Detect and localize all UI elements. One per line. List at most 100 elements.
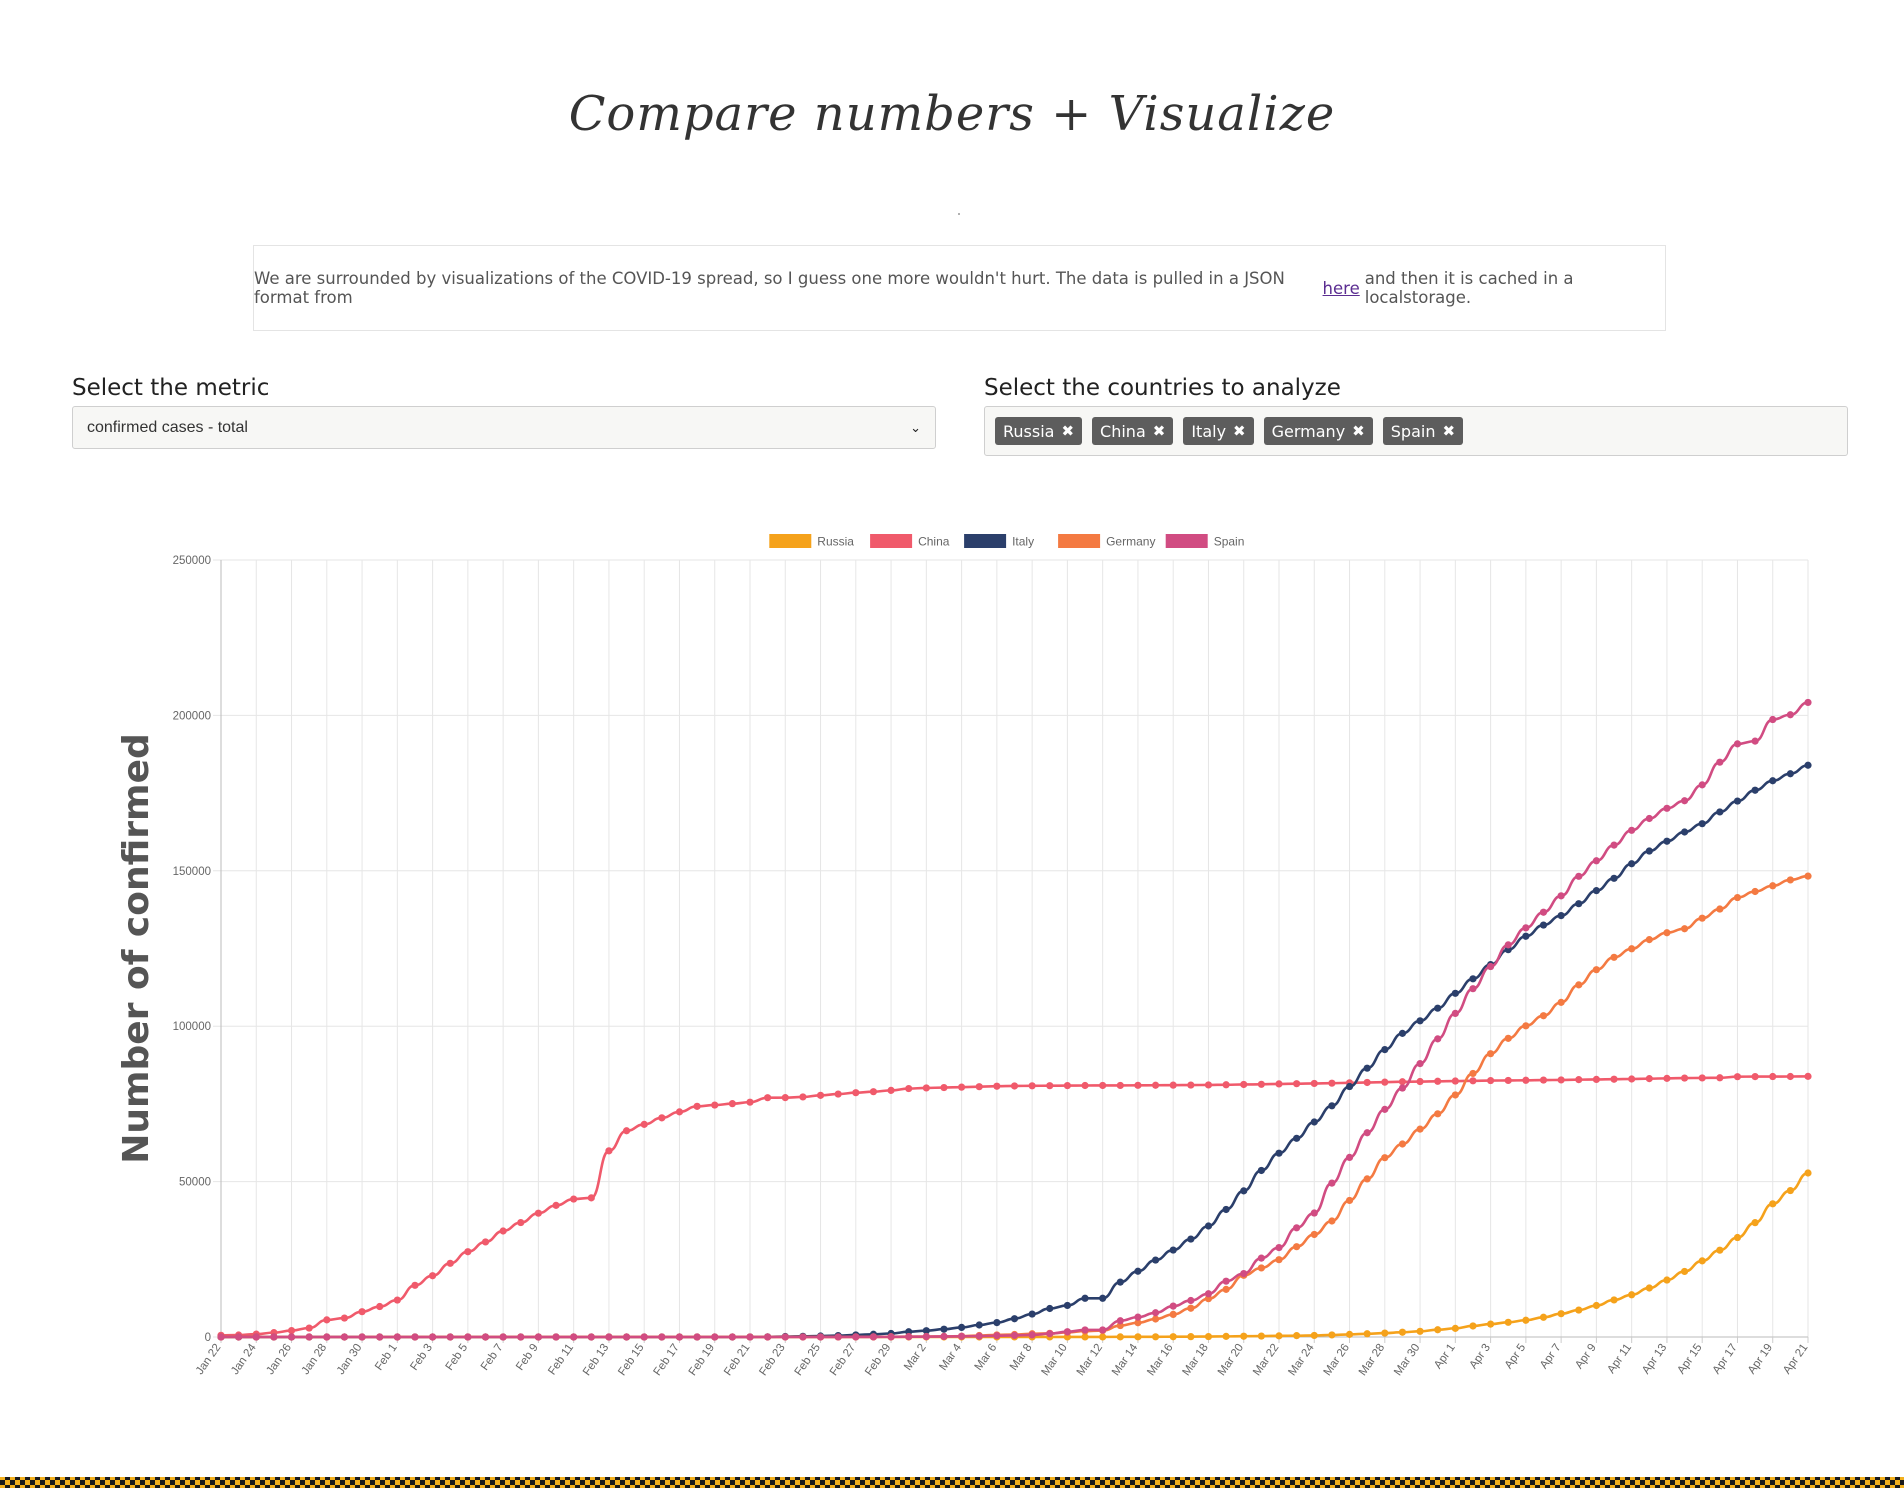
- x-tick-label: Apr 11: [1605, 1342, 1634, 1376]
- x-tick-label: Mar 26: [1322, 1342, 1352, 1378]
- series-line-spain: [221, 701, 1809, 1339]
- x-tick-label: Mar 6: [973, 1342, 1000, 1373]
- data-point-russia: [1539, 1313, 1548, 1321]
- data-point-spain: [975, 1332, 983, 1340]
- data-point-china: [1663, 1074, 1671, 1082]
- data-point-china: [799, 1093, 807, 1101]
- countries-multiselect[interactable]: Russia ✖ China ✖ Italy ✖ Germany ✖ Spain ✖: [984, 406, 1848, 456]
- remove-icon[interactable]: ✖: [1233, 422, 1246, 440]
- country-tag-russia[interactable]: Russia ✖: [995, 417, 1083, 445]
- data-point-spain: [1804, 698, 1812, 707]
- data-point-china: [1310, 1079, 1318, 1088]
- x-tick-label: Mar 28: [1357, 1342, 1387, 1378]
- legend-swatch-italy: [964, 534, 1007, 548]
- data-point-spain: [1028, 1331, 1036, 1339]
- y-axis-title: Number of confirmed: [116, 733, 157, 1164]
- data-point-russia: [1804, 1169, 1812, 1177]
- country-tag-germany[interactable]: Germany ✖: [1263, 417, 1373, 445]
- data-point-spain: [1187, 1296, 1195, 1305]
- data-point-china: [887, 1086, 895, 1094]
- metric-label: Select the metric: [72, 375, 270, 401]
- data-point-china: [1257, 1080, 1265, 1088]
- metric-select[interactable]: confirmed cases - total ⌄: [72, 406, 936, 449]
- data-point-spain: [358, 1333, 366, 1341]
- data-point-china: [1010, 1082, 1019, 1090]
- data-point-china: [852, 1089, 860, 1097]
- data-point-china: [1134, 1081, 1142, 1089]
- data-point-china: [464, 1248, 472, 1256]
- data-point-china: [1504, 1076, 1512, 1085]
- data-point-china: [1222, 1081, 1230, 1089]
- country-tag-italy[interactable]: Italy ✖: [1183, 417, 1254, 445]
- x-tick-label: Jan 22: [194, 1342, 224, 1377]
- remove-icon[interactable]: ✖: [1352, 422, 1365, 440]
- data-point-china: [323, 1316, 331, 1324]
- data-point-russia: [1628, 1291, 1636, 1299]
- data-point-china: [499, 1227, 507, 1235]
- data-point-italy: [1786, 770, 1794, 778]
- data-point-china: [517, 1218, 525, 1227]
- data-point-spain: [922, 1333, 930, 1341]
- data-point-spain: [287, 1333, 296, 1341]
- series-line-germany: [221, 874, 1809, 1339]
- data-point-spain: [887, 1333, 895, 1341]
- data-point-spain: [1240, 1269, 1248, 1278]
- x-tick-label: Jan 30: [335, 1342, 365, 1377]
- x-tick-label: Mar 8: [1008, 1342, 1035, 1373]
- chevron-down-icon: ⌄: [910, 419, 921, 435]
- data-point-china: [1363, 1078, 1371, 1087]
- data-point-china: [1187, 1081, 1195, 1089]
- data-point-italy: [1293, 1134, 1301, 1142]
- data-point-russia: [1398, 1328, 1407, 1336]
- x-tick-label: Feb 15: [616, 1342, 646, 1378]
- data-point-spain: [270, 1333, 278, 1341]
- y-tick-label: 150000: [173, 866, 211, 878]
- x-tick-label: Feb 19: [687, 1342, 717, 1378]
- x-tick-label: Feb 5: [444, 1342, 471, 1373]
- data-point-russia: [1645, 1284, 1653, 1292]
- data-point-spain: [1099, 1326, 1107, 1334]
- data-point-italy: [975, 1321, 983, 1329]
- data-point-china: [781, 1094, 789, 1102]
- data-point-russia: [1504, 1318, 1512, 1326]
- legend-swatch-spain: [1165, 534, 1208, 548]
- data-point-china: [605, 1147, 613, 1155]
- x-tick-label: Mar 12: [1075, 1342, 1105, 1378]
- data-point-spain: [1204, 1290, 1213, 1298]
- legend-label-germany: Germany: [1106, 535, 1155, 549]
- remove-icon[interactable]: ✖: [1442, 422, 1456, 440]
- data-point-china: [1398, 1078, 1407, 1086]
- data-point-china: [446, 1259, 454, 1267]
- country-tag-label: Spain: [1390, 421, 1436, 441]
- data-point-china: [1680, 1074, 1689, 1082]
- intro-text-before: We are surrounded by visualizations of t…: [254, 269, 1285, 307]
- data-point-germany: [1716, 905, 1724, 913]
- separator-dot: [958, 213, 960, 215]
- data-point-china: [1151, 1081, 1160, 1089]
- data-point-germany: [1769, 882, 1777, 890]
- data-source-link[interactable]: here: [1322, 278, 1360, 298]
- data-point-russia: [1204, 1332, 1213, 1341]
- data-point-germany: [1169, 1310, 1177, 1318]
- x-tick-label: Apr 1: [1432, 1342, 1458, 1371]
- data-point-china: [305, 1324, 313, 1332]
- country-tag-label: Germany: [1271, 421, 1346, 441]
- data-point-china: [1628, 1075, 1636, 1083]
- data-point-spain: [305, 1333, 313, 1341]
- data-point-china: [1645, 1075, 1653, 1083]
- data-point-spain: [1275, 1243, 1283, 1252]
- data-point-spain: [1416, 1060, 1424, 1068]
- remove-icon[interactable]: ✖: [1152, 422, 1166, 440]
- data-point-italy: [1451, 989, 1459, 997]
- data-point-russia: [1698, 1257, 1706, 1265]
- data-point-china: [1804, 1072, 1812, 1080]
- remove-icon[interactable]: ✖: [1061, 422, 1075, 440]
- data-point-russia: [1116, 1333, 1124, 1341]
- data-point-spain: [1134, 1313, 1142, 1321]
- data-point-china: [640, 1120, 648, 1128]
- data-point-russia: [1769, 1200, 1777, 1208]
- data-point-china: [1733, 1073, 1742, 1081]
- y-tick-label: 50000: [179, 1177, 211, 1189]
- country-tag-china[interactable]: China ✖: [1092, 417, 1174, 445]
- country-tag-spain[interactable]: Spain ✖: [1382, 417, 1464, 445]
